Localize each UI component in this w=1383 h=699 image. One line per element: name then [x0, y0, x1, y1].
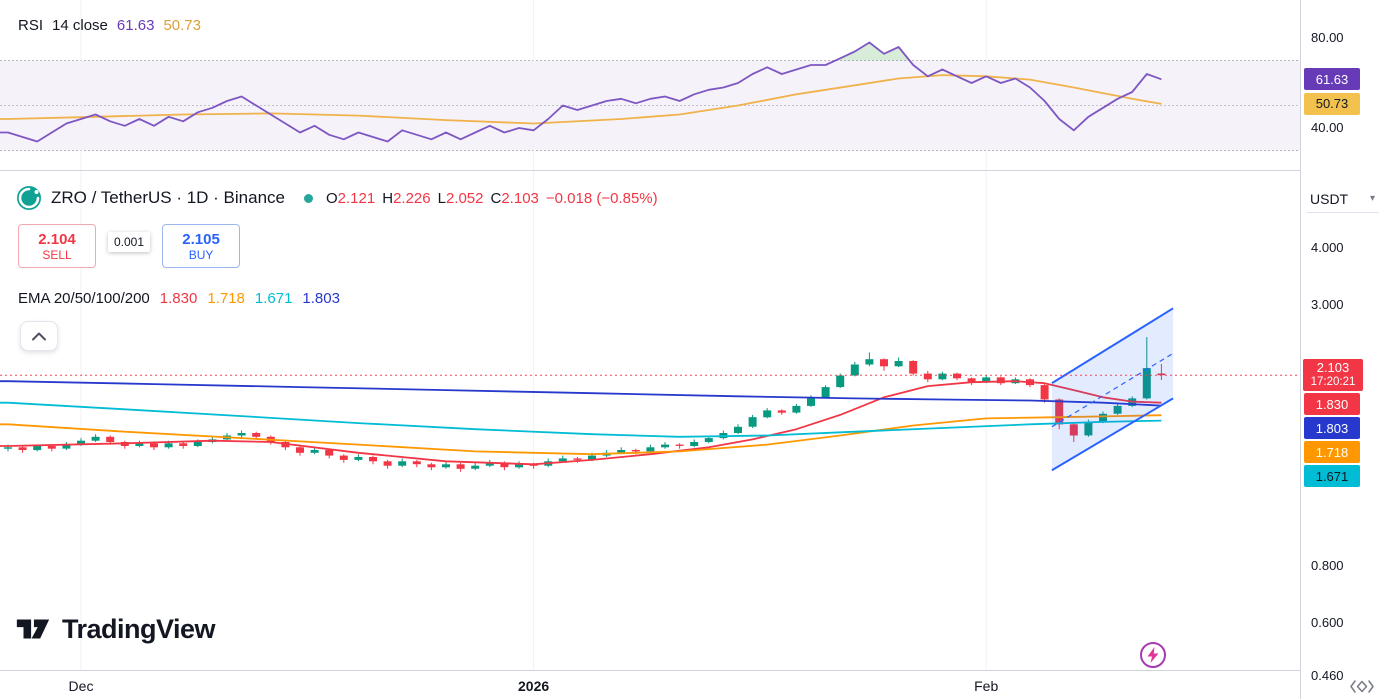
watermark-text: TradingView: [62, 613, 216, 644]
symbol-title[interactable]: ZRO / TetherUS · 1D · Binance: [51, 188, 285, 207]
time-axis-label: Feb: [974, 678, 999, 694]
ema-value-badge: 1.803: [1304, 417, 1360, 440]
rsi-overbought-fill: [835, 42, 910, 61]
collapse-pane-button[interactable]: [20, 321, 58, 351]
buy-sell-panel: 2.104 SELL 0.001 2.105 BUY: [18, 224, 241, 268]
ohlc-high-label: H: [382, 189, 394, 207]
ohlc-low-label: L: [437, 189, 446, 207]
rsi-indicator-params: 14 close: [52, 17, 108, 34]
market-status-icon[interactable]: [304, 193, 313, 203]
spread-value: 0.001: [108, 232, 151, 252]
price-axis-tick: 3.000: [1311, 297, 1344, 312]
symbol-legend[interactable]: ZRO / TetherUS · 1D · Binance O2.121 H2.…: [16, 185, 658, 211]
rsi-axis-tick: 80.00: [1311, 30, 1344, 45]
tradingview-watermark[interactable]: TradingView: [14, 610, 216, 648]
rsi-indicator-name: RSI: [18, 17, 44, 34]
sell-price: 2.104: [38, 230, 76, 248]
rsi-value-badge: 50.73: [1304, 92, 1360, 115]
ema-legend-values: 1.830 1.718 1.671 1.803: [160, 290, 340, 307]
ema-value-badge: 1.671: [1304, 465, 1360, 488]
ema-200-line[interactable]: [0, 380, 1162, 407]
price-axis-tick: 0.600: [1311, 615, 1344, 631]
pane-divider[interactable]: [0, 170, 1383, 171]
rsi-ma-value: 50.73: [163, 17, 201, 34]
ema-value-badge: 1.830: [1304, 393, 1360, 416]
ema-value: 1.803: [302, 290, 340, 307]
buy-price: 2.105: [182, 230, 220, 248]
pattern-flash-icon[interactable]: [1138, 640, 1168, 670]
ohlc-close-value: 2.103: [501, 189, 539, 207]
chevron-up-icon: [31, 332, 47, 341]
ohlc-close-label: C: [490, 189, 502, 207]
symbol-logo-icon: [16, 185, 42, 211]
price-axis-tick: 0.460: [1311, 667, 1344, 683]
ohlc-low-value: 2.052: [445, 189, 484, 207]
ema-legend-label: EMA 20/50/100/200: [18, 290, 150, 307]
sell-button[interactable]: 2.104 SELL: [18, 224, 96, 268]
currency-unit-dropdown[interactable]: USDT ▾: [1306, 185, 1379, 213]
price-axis-tick: 0.800: [1311, 558, 1344, 574]
parallel-channel-drawing[interactable]: [1051, 307, 1174, 472]
ema-100-line[interactable]: [0, 401, 1162, 438]
ema-value: 1.718: [207, 290, 245, 307]
rsi-line: [0, 41, 1162, 143]
rsi-axis-tick: 40.00: [1311, 120, 1344, 135]
ema-value: 1.830: [159, 290, 198, 307]
tradingview-logo-icon: [14, 610, 52, 648]
rsi-value: 61.63: [116, 17, 155, 34]
time-axis-label: Dec: [68, 678, 94, 694]
time-axis-label: 2026: [518, 678, 550, 694]
candles[interactable]: [4, 337, 1166, 472]
rsi-ma-line: [0, 74, 1162, 125]
ema-50-line[interactable]: [0, 414, 1162, 456]
chevron-down-icon: ▾: [1369, 193, 1375, 204]
last-price-value: 2.103: [1316, 360, 1350, 376]
time-axis[interactable]: Dec 2026 Feb: [0, 670, 1300, 699]
ohlc-open-label: O: [326, 189, 338, 207]
last-price-badge: 2.103 17:20:21: [1303, 359, 1363, 392]
ohlc-high-value: 2.226: [393, 189, 431, 207]
ema-value: 1.671: [254, 290, 293, 307]
ohlc-open-value: 2.121: [337, 189, 376, 207]
rsi-value-badge: 61.63: [1304, 68, 1360, 91]
ema-value-badge: 1.718: [1304, 441, 1360, 464]
rsi-pane-plot[interactable]: [0, 0, 1300, 170]
bar-countdown: 17:20:21: [1310, 376, 1356, 389]
ema-legend[interactable]: EMA 20/50/100/200 1.830 1.718 1.671 1.803: [18, 290, 340, 307]
price-change-value: −0.018 (−0.85%): [545, 189, 658, 207]
rsi-legend[interactable]: RSI 14 close 61.63 50.73: [18, 17, 201, 34]
ema-20-line[interactable]: [0, 380, 1162, 466]
sell-label: SELL: [42, 247, 72, 262]
buy-button[interactable]: 2.105 BUY: [162, 224, 241, 268]
currency-unit-label: USDT: [1310, 190, 1349, 207]
ohlc-readout: O2.121 H2.226 L2.052 C2.103 −0.018 (−0.8…: [326, 190, 658, 207]
scale-adjust-icon[interactable]: [1349, 679, 1375, 699]
price-axis-tick: 4.000: [1311, 240, 1344, 256]
buy-label: BUY: [188, 247, 214, 262]
price-axis[interactable]: USDT ▾ 2.103 17:20:21 80.00 40.00 4.000 3.0…: [1300, 0, 1383, 699]
